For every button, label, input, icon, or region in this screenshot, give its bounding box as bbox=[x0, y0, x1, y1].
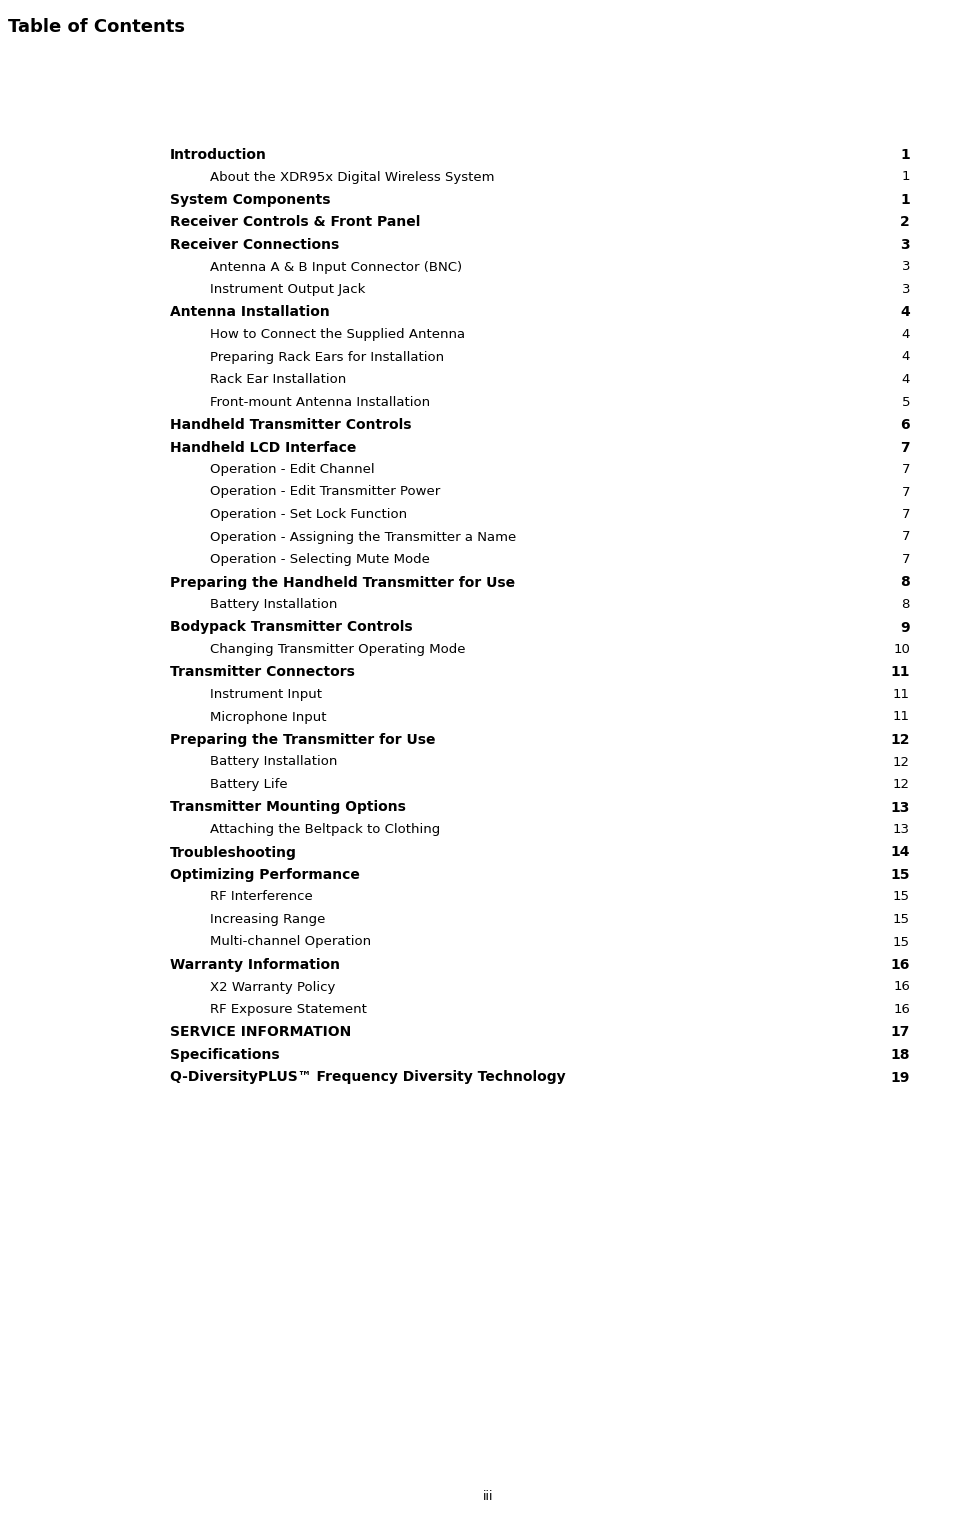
Text: 5: 5 bbox=[902, 395, 910, 409]
Text: 1: 1 bbox=[900, 149, 910, 162]
Text: Increasing Range: Increasing Range bbox=[210, 912, 325, 926]
Text: Preparing Rack Ears for Installation: Preparing Rack Ears for Installation bbox=[210, 351, 444, 363]
Text: 15: 15 bbox=[890, 868, 910, 882]
Text: Changing Transmitter Operating Mode: Changing Transmitter Operating Mode bbox=[210, 643, 466, 655]
Text: 7: 7 bbox=[902, 462, 910, 476]
Text: Introduction: Introduction bbox=[170, 149, 266, 162]
Text: RF Exposure Statement: RF Exposure Statement bbox=[210, 1003, 367, 1017]
Text: 7: 7 bbox=[902, 485, 910, 499]
Text: 11: 11 bbox=[890, 666, 910, 680]
Text: Microphone Input: Microphone Input bbox=[210, 710, 327, 724]
Text: Preparing the Handheld Transmitter for Use: Preparing the Handheld Transmitter for U… bbox=[170, 576, 515, 589]
Text: Handheld LCD Interface: Handheld LCD Interface bbox=[170, 441, 356, 455]
Text: 15: 15 bbox=[893, 935, 910, 949]
Text: iii: iii bbox=[483, 1490, 493, 1503]
Text: 1: 1 bbox=[900, 193, 910, 207]
Text: Multi-channel Operation: Multi-channel Operation bbox=[210, 935, 371, 949]
Text: Operation - Edit Channel: Operation - Edit Channel bbox=[210, 462, 375, 476]
Text: 17: 17 bbox=[891, 1026, 910, 1040]
Text: 7: 7 bbox=[902, 508, 910, 521]
Text: SERVICE INFORMATION: SERVICE INFORMATION bbox=[170, 1026, 351, 1040]
Text: Battery Life: Battery Life bbox=[210, 778, 288, 792]
Text: Warranty Information: Warranty Information bbox=[170, 958, 340, 972]
Text: 4: 4 bbox=[902, 328, 910, 341]
Text: 7: 7 bbox=[901, 441, 910, 455]
Text: Transmitter Connectors: Transmitter Connectors bbox=[170, 666, 355, 680]
Text: 12: 12 bbox=[893, 755, 910, 769]
Text: Operation - Selecting Mute Mode: Operation - Selecting Mute Mode bbox=[210, 553, 429, 566]
Text: Rack Ear Installation: Rack Ear Installation bbox=[210, 374, 346, 386]
Text: Handheld Transmitter Controls: Handheld Transmitter Controls bbox=[170, 418, 412, 432]
Text: Preparing the Transmitter for Use: Preparing the Transmitter for Use bbox=[170, 733, 435, 747]
Text: 15: 15 bbox=[893, 912, 910, 926]
Text: 4: 4 bbox=[902, 374, 910, 386]
Text: 4: 4 bbox=[900, 306, 910, 320]
Text: About the XDR95x Digital Wireless System: About the XDR95x Digital Wireless System bbox=[210, 170, 495, 184]
Text: 16: 16 bbox=[893, 980, 910, 994]
Text: 4: 4 bbox=[902, 351, 910, 363]
Text: 8: 8 bbox=[902, 599, 910, 611]
Text: 10: 10 bbox=[893, 643, 910, 655]
Text: 3: 3 bbox=[902, 260, 910, 274]
Text: Table of Contents: Table of Contents bbox=[8, 18, 185, 37]
Text: 7: 7 bbox=[902, 531, 910, 544]
Text: Instrument Output Jack: Instrument Output Jack bbox=[210, 283, 365, 295]
Text: 16: 16 bbox=[891, 958, 910, 972]
Text: Operation - Edit Transmitter Power: Operation - Edit Transmitter Power bbox=[210, 485, 440, 499]
Text: Bodypack Transmitter Controls: Bodypack Transmitter Controls bbox=[170, 620, 413, 634]
Text: 6: 6 bbox=[901, 418, 910, 432]
Text: 14: 14 bbox=[890, 845, 910, 859]
Text: Instrument Input: Instrument Input bbox=[210, 687, 322, 701]
Text: Antenna Installation: Antenna Installation bbox=[170, 306, 330, 320]
Text: 9: 9 bbox=[901, 620, 910, 634]
Text: Operation - Assigning the Transmitter a Name: Operation - Assigning the Transmitter a … bbox=[210, 531, 516, 544]
Text: Transmitter Mounting Options: Transmitter Mounting Options bbox=[170, 801, 406, 814]
Text: RF Interference: RF Interference bbox=[210, 891, 312, 903]
Text: 3: 3 bbox=[902, 283, 910, 295]
Text: 2: 2 bbox=[900, 216, 910, 230]
Text: 11: 11 bbox=[893, 687, 910, 701]
Text: Front-mount Antenna Installation: Front-mount Antenna Installation bbox=[210, 395, 430, 409]
Text: Attaching the Beltpack to Clothing: Attaching the Beltpack to Clothing bbox=[210, 824, 440, 836]
Text: 8: 8 bbox=[900, 576, 910, 589]
Text: Antenna A & B Input Connector (BNC): Antenna A & B Input Connector (BNC) bbox=[210, 260, 462, 274]
Text: 11: 11 bbox=[893, 710, 910, 724]
Text: 18: 18 bbox=[890, 1049, 910, 1063]
Text: 13: 13 bbox=[893, 824, 910, 836]
Text: X2 Warranty Policy: X2 Warranty Policy bbox=[210, 980, 336, 994]
Text: 7: 7 bbox=[902, 553, 910, 566]
Text: Troubleshooting: Troubleshooting bbox=[170, 845, 297, 859]
Text: 16: 16 bbox=[893, 1003, 910, 1017]
Text: 12: 12 bbox=[890, 733, 910, 747]
Text: Operation - Set Lock Function: Operation - Set Lock Function bbox=[210, 508, 407, 521]
Text: Specifications: Specifications bbox=[170, 1049, 280, 1063]
Text: 12: 12 bbox=[893, 778, 910, 792]
Text: Battery Installation: Battery Installation bbox=[210, 599, 338, 611]
Text: Battery Installation: Battery Installation bbox=[210, 755, 338, 769]
Text: 13: 13 bbox=[891, 801, 910, 814]
Text: 3: 3 bbox=[901, 237, 910, 253]
Text: 19: 19 bbox=[891, 1070, 910, 1084]
Text: 1: 1 bbox=[902, 170, 910, 184]
Text: System Components: System Components bbox=[170, 193, 331, 207]
Text: Q-DiversityPLUS™ Frequency Diversity Technology: Q-DiversityPLUS™ Frequency Diversity Tec… bbox=[170, 1070, 566, 1084]
Text: 15: 15 bbox=[893, 891, 910, 903]
Text: Optimizing Performance: Optimizing Performance bbox=[170, 868, 360, 882]
Text: How to Connect the Supplied Antenna: How to Connect the Supplied Antenna bbox=[210, 328, 466, 341]
Text: Receiver Controls & Front Panel: Receiver Controls & Front Panel bbox=[170, 216, 421, 230]
Text: Receiver Connections: Receiver Connections bbox=[170, 237, 340, 253]
